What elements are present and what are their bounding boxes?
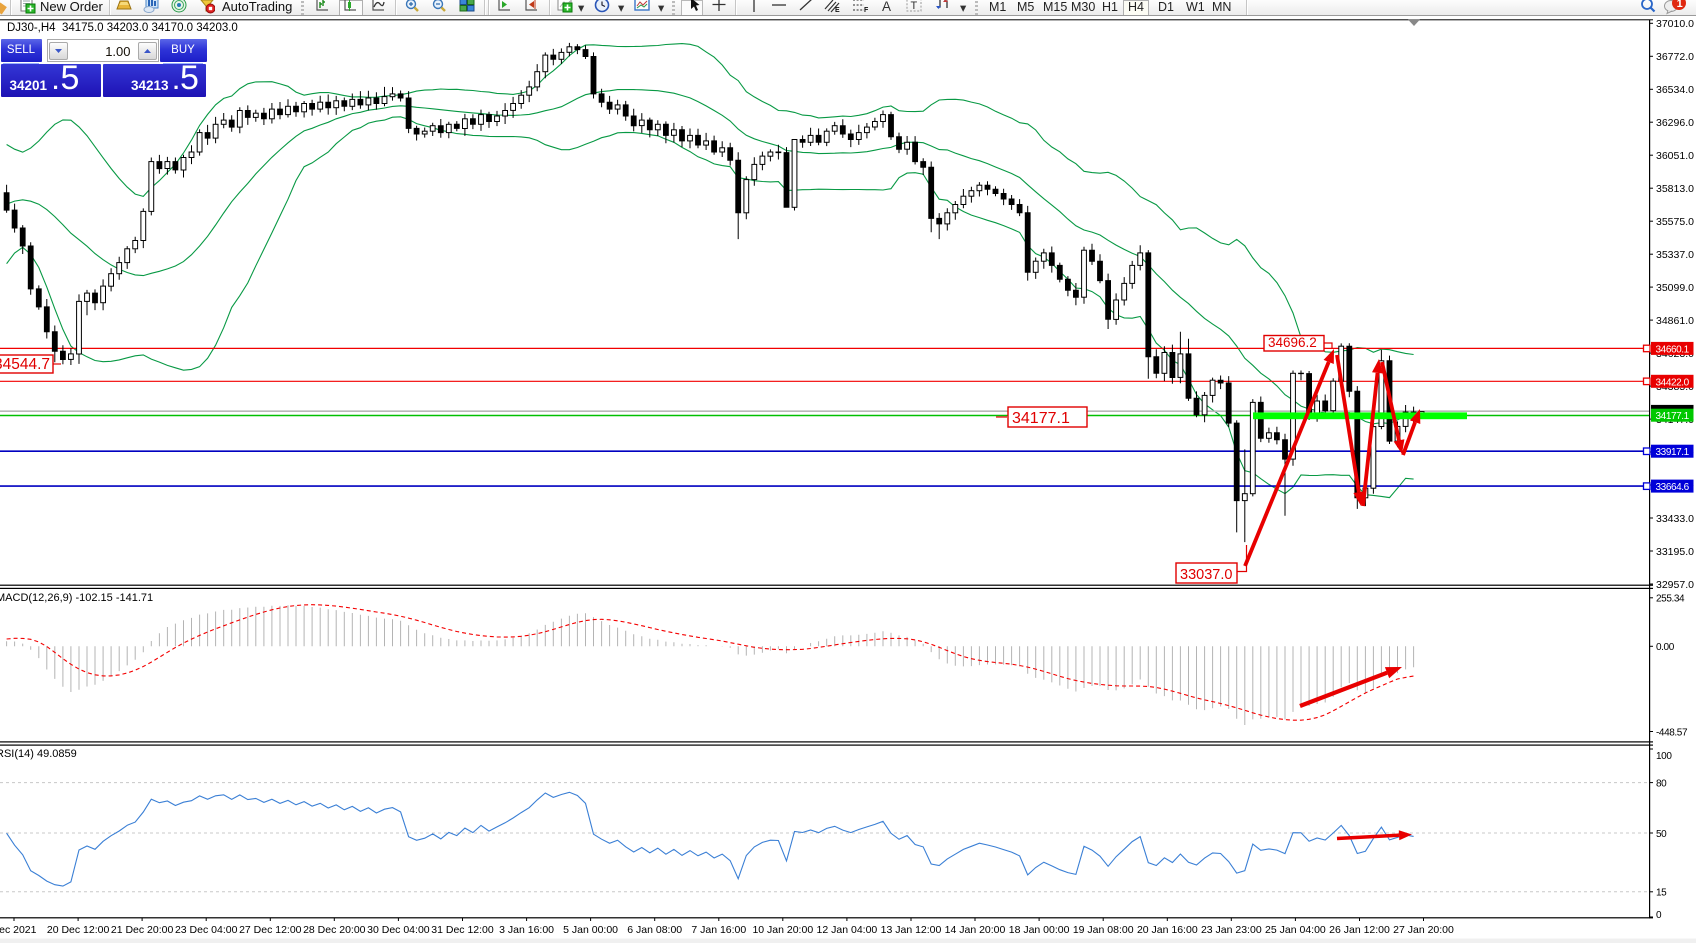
svg-text:34660.1: 34660.1	[1656, 344, 1690, 355]
svg-text:33195.0: 33195.0	[1656, 546, 1694, 558]
svg-text:27 Dec 12:00: 27 Dec 12:00	[239, 924, 302, 936]
svg-text:23 Jan 23:00: 23 Jan 23:00	[1201, 924, 1262, 936]
svg-text:0: 0	[1656, 910, 1662, 921]
svg-text:27 Jan 20:00: 27 Jan 20:00	[1393, 924, 1454, 936]
svg-text:37010.0: 37010.0	[1656, 18, 1694, 30]
svg-text:33433.0: 33433.0	[1656, 513, 1694, 525]
svg-text:13 Jan 12:00: 13 Jan 12:00	[881, 924, 942, 936]
svg-text:28 Dec 20:00: 28 Dec 20:00	[303, 924, 366, 936]
svg-text:15: 15	[1656, 888, 1667, 899]
svg-text:0.00: 0.00	[1656, 642, 1675, 653]
svg-text:36051.0: 36051.0	[1656, 150, 1694, 162]
svg-text:23 Dec 04:00: 23 Dec 04:00	[175, 924, 238, 936]
svg-text:34696.2: 34696.2	[1268, 335, 1317, 350]
svg-text:12 Jan 04:00: 12 Jan 04:00	[817, 924, 878, 936]
svg-text:7 Jan 16:00: 7 Jan 16:00	[691, 924, 746, 936]
svg-text:33664.6: 33664.6	[1656, 482, 1690, 493]
svg-text:35337.0: 35337.0	[1656, 249, 1694, 261]
svg-text:34544.7: 34544.7	[0, 356, 50, 373]
svg-text:10 Jan 20:00: 10 Jan 20:00	[752, 924, 813, 936]
svg-text:50: 50	[1656, 829, 1667, 840]
svg-text:36296.0: 36296.0	[1656, 117, 1694, 129]
svg-text:MACD(12,26,9) -102.15 -141.71: MACD(12,26,9) -102.15 -141.71	[0, 592, 153, 604]
svg-text:35575.0: 35575.0	[1656, 216, 1694, 228]
svg-text:DJ30-,H4 34175.0 34203.0 3417: DJ30-,H4 34175.0 34203.0 34170.0 34203.0	[7, 22, 238, 34]
svg-text:32957.0: 32957.0	[1656, 579, 1694, 591]
svg-text:RSI(14) 49.0859: RSI(14) 49.0859	[0, 748, 77, 760]
svg-text:21 Dec 20:00: 21 Dec 20:00	[111, 924, 174, 936]
svg-text:5 Jan 00:00: 5 Jan 00:00	[563, 924, 618, 936]
svg-text:-448.57: -448.57	[1656, 727, 1688, 738]
svg-text:31 Dec 12:00: 31 Dec 12:00	[431, 924, 494, 936]
svg-text:80: 80	[1656, 778, 1667, 789]
svg-text:3 Jan 16:00: 3 Jan 16:00	[499, 924, 554, 936]
svg-text:26 Jan 12:00: 26 Jan 12:00	[1329, 924, 1390, 936]
svg-text:E: E	[835, 7, 840, 14]
svg-text:35099.0: 35099.0	[1656, 282, 1694, 294]
svg-text:33037.0: 33037.0	[1180, 567, 1232, 583]
svg-text:F: F	[864, 7, 869, 14]
svg-text:20 Dec 12:00: 20 Dec 12:00	[47, 924, 110, 936]
svg-text:6 Jan 08:00: 6 Jan 08:00	[627, 924, 682, 936]
svg-text:33917.1: 33917.1	[1656, 447, 1690, 458]
svg-text:19 Jan 08:00: 19 Jan 08:00	[1073, 924, 1134, 936]
svg-text:14 Jan 20:00: 14 Jan 20:00	[945, 924, 1006, 936]
svg-text:255.34: 255.34	[1656, 594, 1685, 605]
svg-text:34177.1: 34177.1	[1012, 410, 1070, 427]
svg-text:100: 100	[1656, 751, 1672, 762]
svg-text:T: T	[911, 0, 918, 12]
svg-text:36534.0: 36534.0	[1656, 84, 1694, 96]
svg-text:18 Jan 00:00: 18 Jan 00:00	[1009, 924, 1070, 936]
svg-text:35813.0: 35813.0	[1656, 183, 1694, 195]
svg-text:Dec 2021: Dec 2021	[0, 924, 37, 936]
svg-text:34177.1: 34177.1	[1656, 411, 1690, 422]
svg-text:34422.0: 34422.0	[1656, 377, 1690, 388]
svg-text:1: 1	[1677, 0, 1683, 10]
svg-text:20 Jan 16:00: 20 Jan 16:00	[1137, 924, 1198, 936]
svg-text:34861.0: 34861.0	[1656, 315, 1694, 327]
svg-text:30 Dec 04:00: 30 Dec 04:00	[367, 924, 430, 936]
svg-text:36772.0: 36772.0	[1656, 51, 1694, 63]
svg-text:25 Jan 04:00: 25 Jan 04:00	[1265, 924, 1326, 936]
